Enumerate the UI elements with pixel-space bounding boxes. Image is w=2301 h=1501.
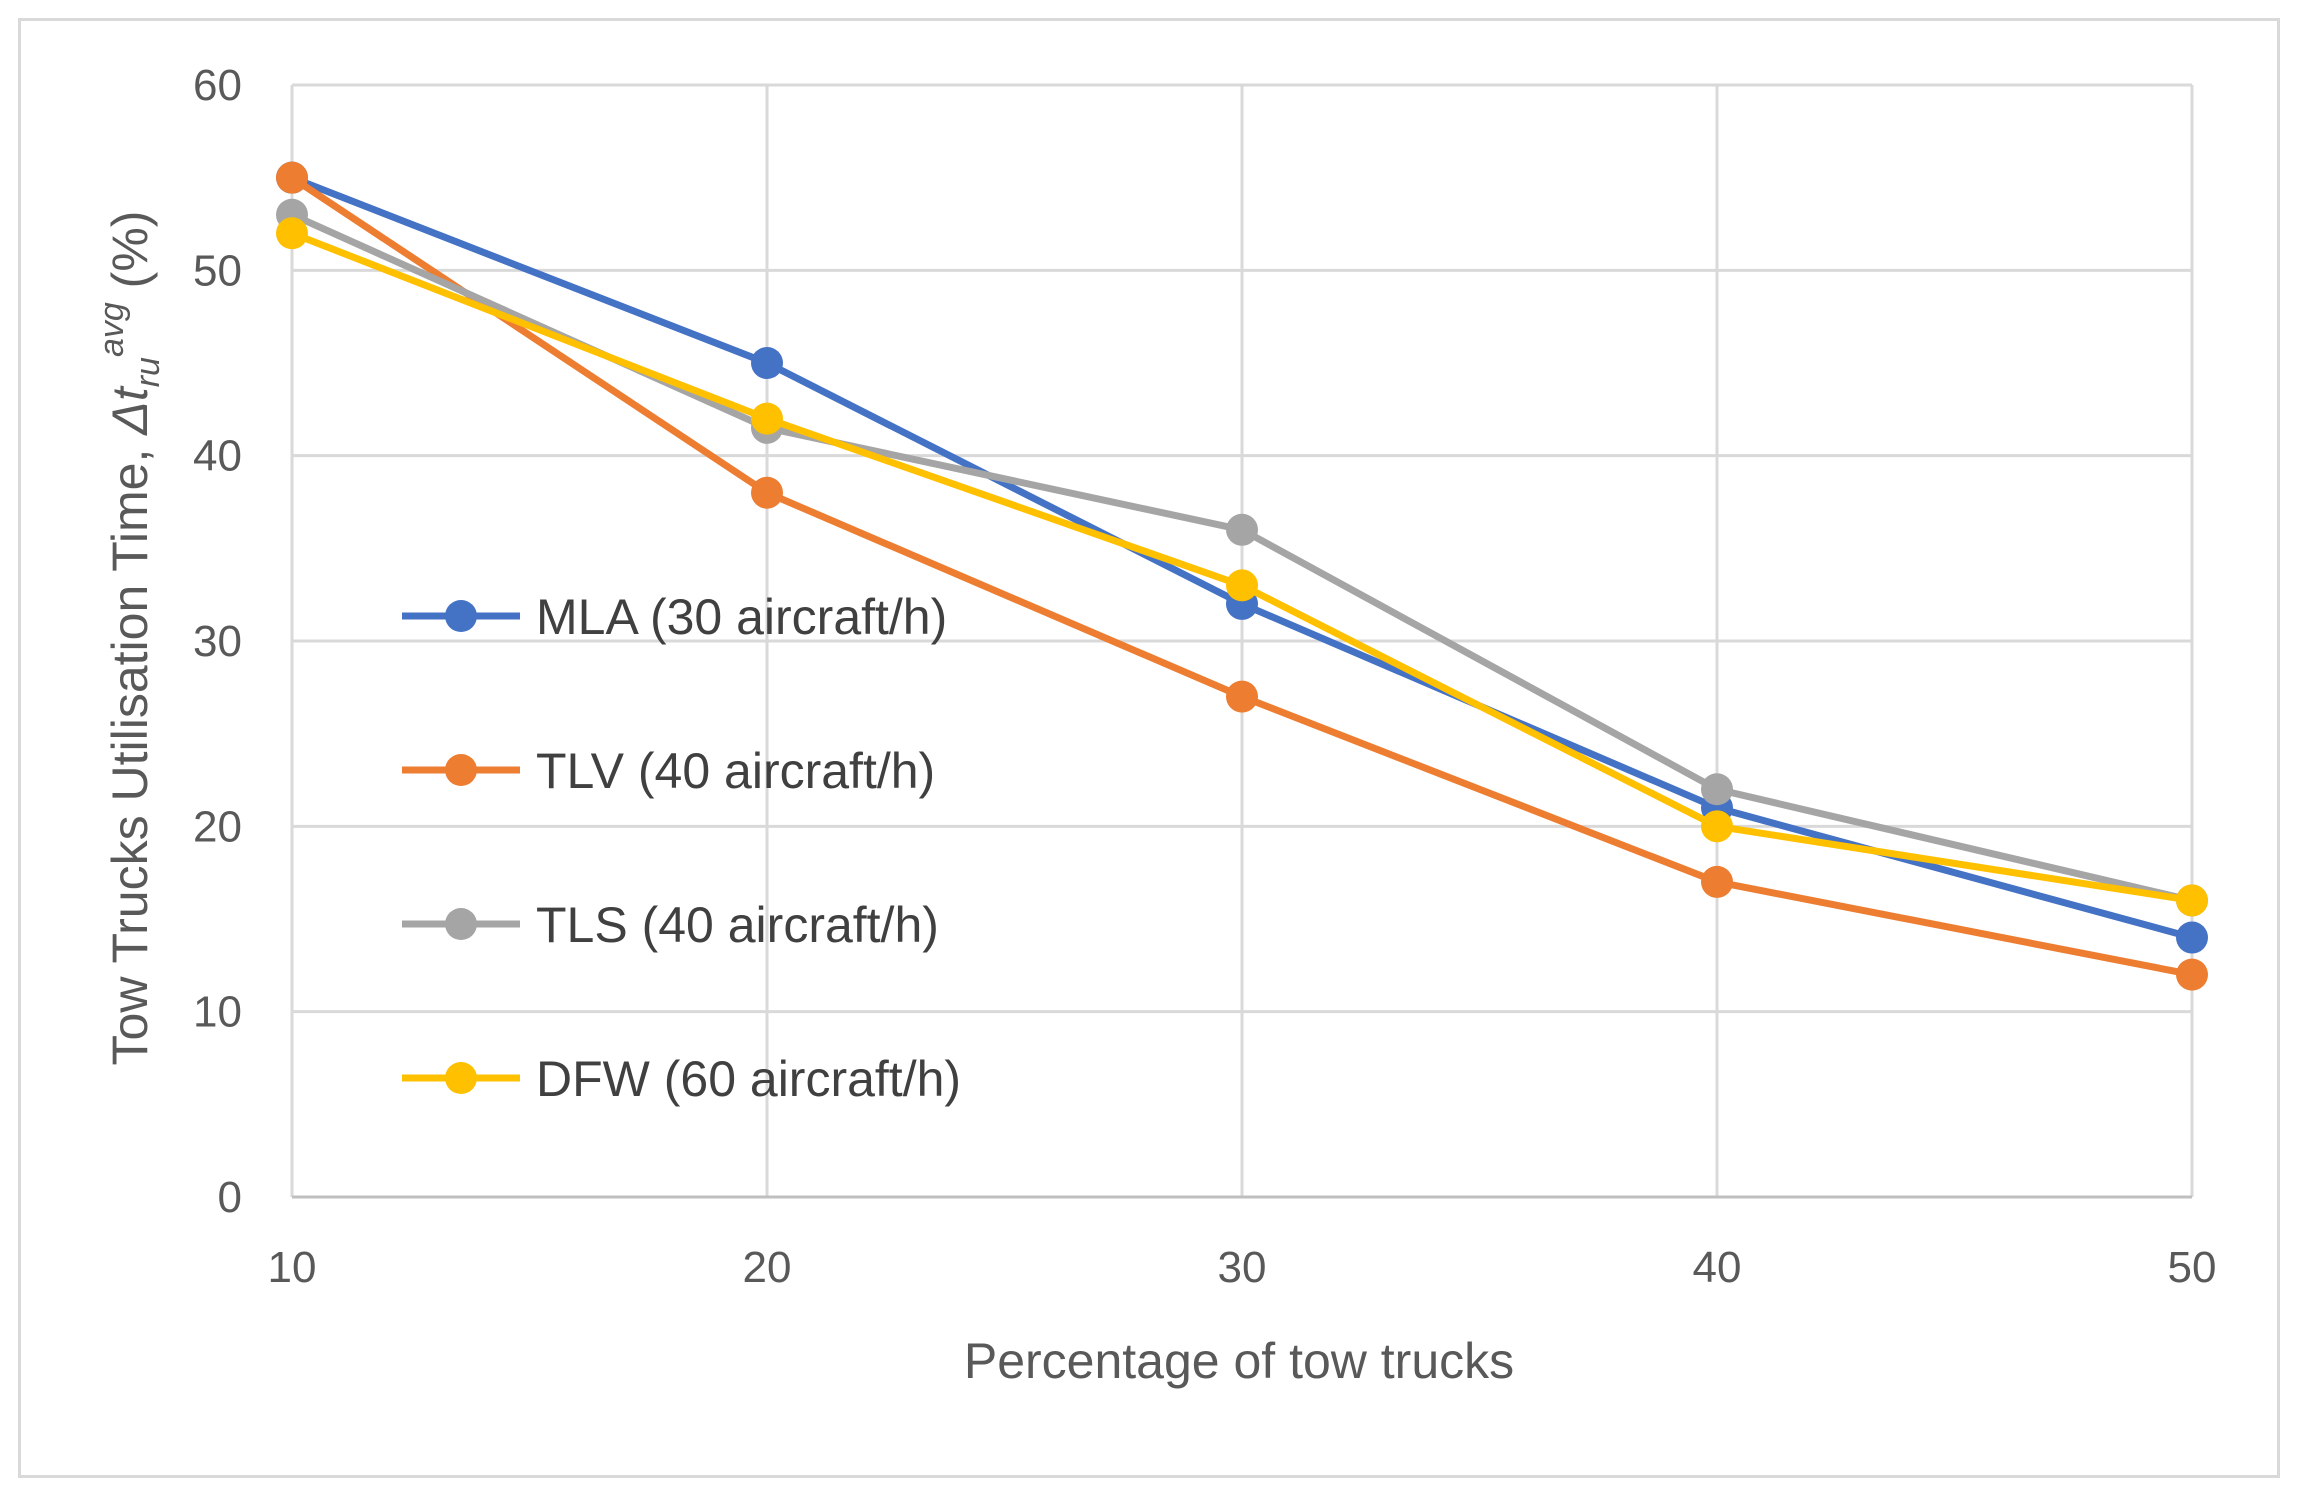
legend-swatch-marker xyxy=(445,754,477,786)
data-point xyxy=(1701,810,1733,843)
data-point xyxy=(751,347,783,379)
series-1 xyxy=(276,161,2208,991)
legend-label: TLV (40 aircraft/h) xyxy=(536,743,935,799)
legend-swatch-marker xyxy=(445,600,477,632)
y-tick-label: 10 xyxy=(193,988,242,1037)
data-point xyxy=(276,217,308,250)
series-3 xyxy=(276,217,2208,917)
legend-label: MLA (30 aircraft/h) xyxy=(536,589,947,645)
legend-item: DFW (60 aircraft/h) xyxy=(402,1051,961,1107)
y-axis-title-superscript: avg xyxy=(93,302,131,357)
y-tick-label: 60 xyxy=(193,61,242,110)
data-point xyxy=(1226,569,1258,602)
data-point xyxy=(1226,513,1258,546)
legend-swatch-marker xyxy=(445,908,477,940)
y-tick-label: 50 xyxy=(193,246,242,295)
series-lines xyxy=(276,161,2208,991)
y-axis-title-symbol: Δt xyxy=(102,385,158,436)
data-point xyxy=(2176,958,2208,991)
y-axis-title: Tow Trucks Utilisation Time, Δtruavg (%) xyxy=(93,211,167,1066)
legend-item: MLA (30 aircraft/h) xyxy=(402,589,947,645)
data-point xyxy=(1226,680,1258,713)
data-point xyxy=(276,161,308,194)
legend-label: DFW (60 aircraft/h) xyxy=(536,1051,961,1107)
y-tick-label: 0 xyxy=(218,1173,242,1222)
x-tick-label: 40 xyxy=(1693,1243,1742,1292)
data-point xyxy=(1701,865,1733,898)
legend: MLA (30 aircraft/h) TLV (40 aircraft/h) TL… xyxy=(402,589,961,1107)
data-point xyxy=(1701,773,1733,806)
data-point xyxy=(751,476,783,509)
gridlines xyxy=(290,83,2194,1197)
legend-item: TLV (40 aircraft/h) xyxy=(402,743,935,799)
data-point xyxy=(751,402,783,435)
legend-swatch-marker xyxy=(445,1062,477,1094)
x-axis-title: Percentage of tow trucks xyxy=(964,1333,1514,1389)
tick-labels: 0 10 20 30 40 50 60 10 20 30 40 50 xyxy=(193,61,2216,1292)
y-axis-title-suffix: (%) xyxy=(102,211,158,303)
x-tick-label: 30 xyxy=(1218,1243,1267,1292)
x-tick-label: 50 xyxy=(2168,1243,2217,1292)
legend-item: TLS (40 aircraft/h) xyxy=(402,897,939,953)
y-axis-title-subscript: ru xyxy=(129,357,167,387)
y-axis-title-prefix: Tow Trucks Utilisation Time, xyxy=(102,435,158,1066)
y-tick-label: 30 xyxy=(193,617,242,666)
x-tick-label: 20 xyxy=(743,1243,792,1292)
data-point xyxy=(2176,921,2208,954)
y-tick-label: 40 xyxy=(193,432,242,481)
data-point xyxy=(2176,884,2208,917)
y-tick-label: 20 xyxy=(193,802,242,851)
x-tick-label: 10 xyxy=(268,1243,317,1292)
legend-label: TLS (40 aircraft/h) xyxy=(536,897,939,953)
